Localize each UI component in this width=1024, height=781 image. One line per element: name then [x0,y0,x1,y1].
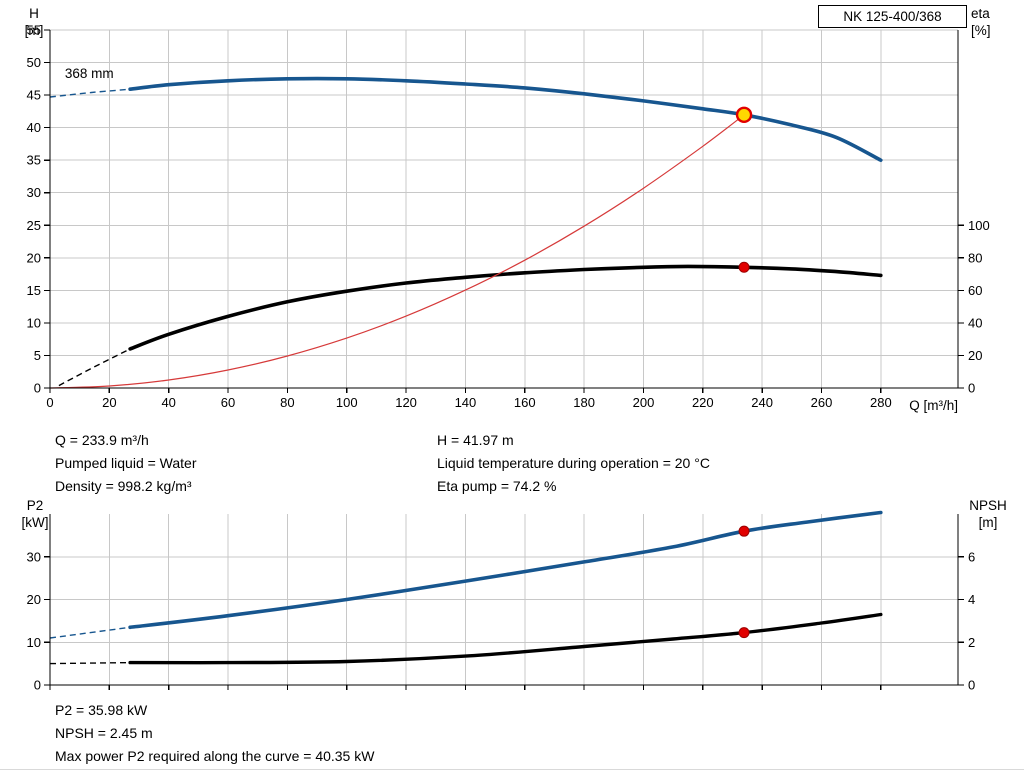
y-left-tick-label: 50 [27,55,41,70]
y-left-tick-label: 35 [27,153,41,168]
axes: 0 10 20 30 0 2 4 6 [27,514,975,693]
y-left-tick-label: 45 [27,88,41,103]
duty-info-column-2: H = 41.97 m Liquid temperature during op… [437,429,710,498]
y-left-tick-label: 20 [27,250,41,265]
x-tick-label: 160 [514,395,536,410]
p2-npsh-chart-svg: 0 10 20 30 0 2 4 6 [27,510,975,693]
npsh-point-marker [738,627,750,639]
p2-readout: P2 = 35.98 kW [55,702,148,718]
eta-pump-readout: Eta pump = 74.2 % [437,478,557,494]
head-curve [49,76,883,162]
hq-left-axis-title: H [m] [14,5,54,39]
y-left-tick-label: 30 [27,185,41,200]
y-left-tick-label: 0 [34,678,41,693]
y-left-tick-label: 40 [27,120,41,135]
x-tick-label: 0 [46,395,53,410]
axis-unit-m2: [m] [978,515,998,530]
axis-unit-m: [m] [24,23,44,38]
y-left-tick-label: 10 [27,635,41,650]
x-tick-label: 140 [455,395,477,410]
density-readout: Density = 998.2 kg/m³ [55,478,192,494]
axis-unit-percent: [%] [971,23,991,38]
y-right-tick-label: 0 [968,381,975,396]
npsh-curve [49,612,883,665]
y-right-tick-label: 2 [968,635,975,650]
axes: 0 20 40 60 80 100 120 140 160 180 200 220 240 260 2800… [27,23,990,411]
y-right-tick-label: 4 [968,592,975,607]
grid [50,514,958,685]
y-left-tick-label: 5 [34,348,41,363]
y-left-tick-label: 30 [27,549,41,564]
axis-label-npsh: NPSH [969,498,1007,513]
axis-label-p2: P2 [26,498,44,513]
duty-info-column-1: Q = 233.9 m³/h Pumped liquid = Water Den… [55,429,197,498]
y-right-tick-label: 80 [968,250,982,265]
eta-point-marker [738,261,750,273]
x-tick-label: 100 [336,395,358,410]
x-tick-label: 200 [633,395,655,410]
y-right-tick-label: 100 [968,218,990,233]
axis-label-eta: eta [971,6,990,21]
y-left-tick-label: 55 [27,23,41,38]
axis-label-h: H [29,6,39,21]
y-right-tick-label: 60 [968,283,982,298]
x-tick-label: 220 [692,395,714,410]
x-tick-label: 120 [395,395,417,410]
system-curve [49,114,745,389]
bottom-divider [0,769,1024,770]
p2-point-marker [738,525,750,537]
pumped-liquid: Pumped liquid = Water [55,455,197,471]
liquid-temperature: Liquid temperature during operation = 20… [437,455,710,471]
hq-x-axis-title: Q [m³/h] [909,398,958,413]
y-left-tick-label: 0 [34,381,41,396]
y-right-tick-label: 40 [968,315,982,330]
max-power-note: Max power P2 required along the curve = … [55,748,375,764]
x-tick-label: 240 [751,395,773,410]
x-tick-label: 80 [280,395,294,410]
npsh-readout: NPSH = 2.45 m [55,725,153,741]
p2-curve [49,510,883,639]
head-readout: H = 41.97 m [437,432,514,448]
y-left-tick-label: 20 [27,592,41,607]
y-right-tick-label: 6 [968,549,975,564]
result-info: P2 = 35.98 kW NPSH = 2.45 m Max power P2… [55,699,374,768]
p2-axis-title: P2 [kW] [12,497,58,531]
impeller-diameter-label: 368 mm [65,66,114,81]
y-left-tick-label: 10 [27,315,41,330]
y-left-tick-label: 15 [27,283,41,298]
x-tick-label: 180 [573,395,595,410]
pump-model-box: NK 125-400/368 [818,5,967,28]
duty-point-marker [735,106,753,124]
hq-chart-svg: 0 20 40 60 80 100 120 140 160 180 200 220 240 260 2800… [27,23,990,411]
x-tick-label: 40 [161,395,175,410]
hq-right-axis-title: eta [%] [971,5,1015,39]
x-tick-label: 20 [102,395,116,410]
efficiency-curve [58,264,883,387]
y-right-tick-label: 20 [968,348,982,363]
x-tick-label: 60 [221,395,235,410]
flow-readout: Q = 233.9 m³/h [55,432,149,448]
x-tick-label: 260 [811,395,833,410]
y-right-tick-label: 0 [968,678,975,693]
npsh-axis-title: NPSH [m] [960,497,1016,531]
x-tick-label: 280 [870,395,892,410]
axis-unit-kw: [kW] [21,515,49,530]
y-left-tick-label: 25 [27,218,41,233]
